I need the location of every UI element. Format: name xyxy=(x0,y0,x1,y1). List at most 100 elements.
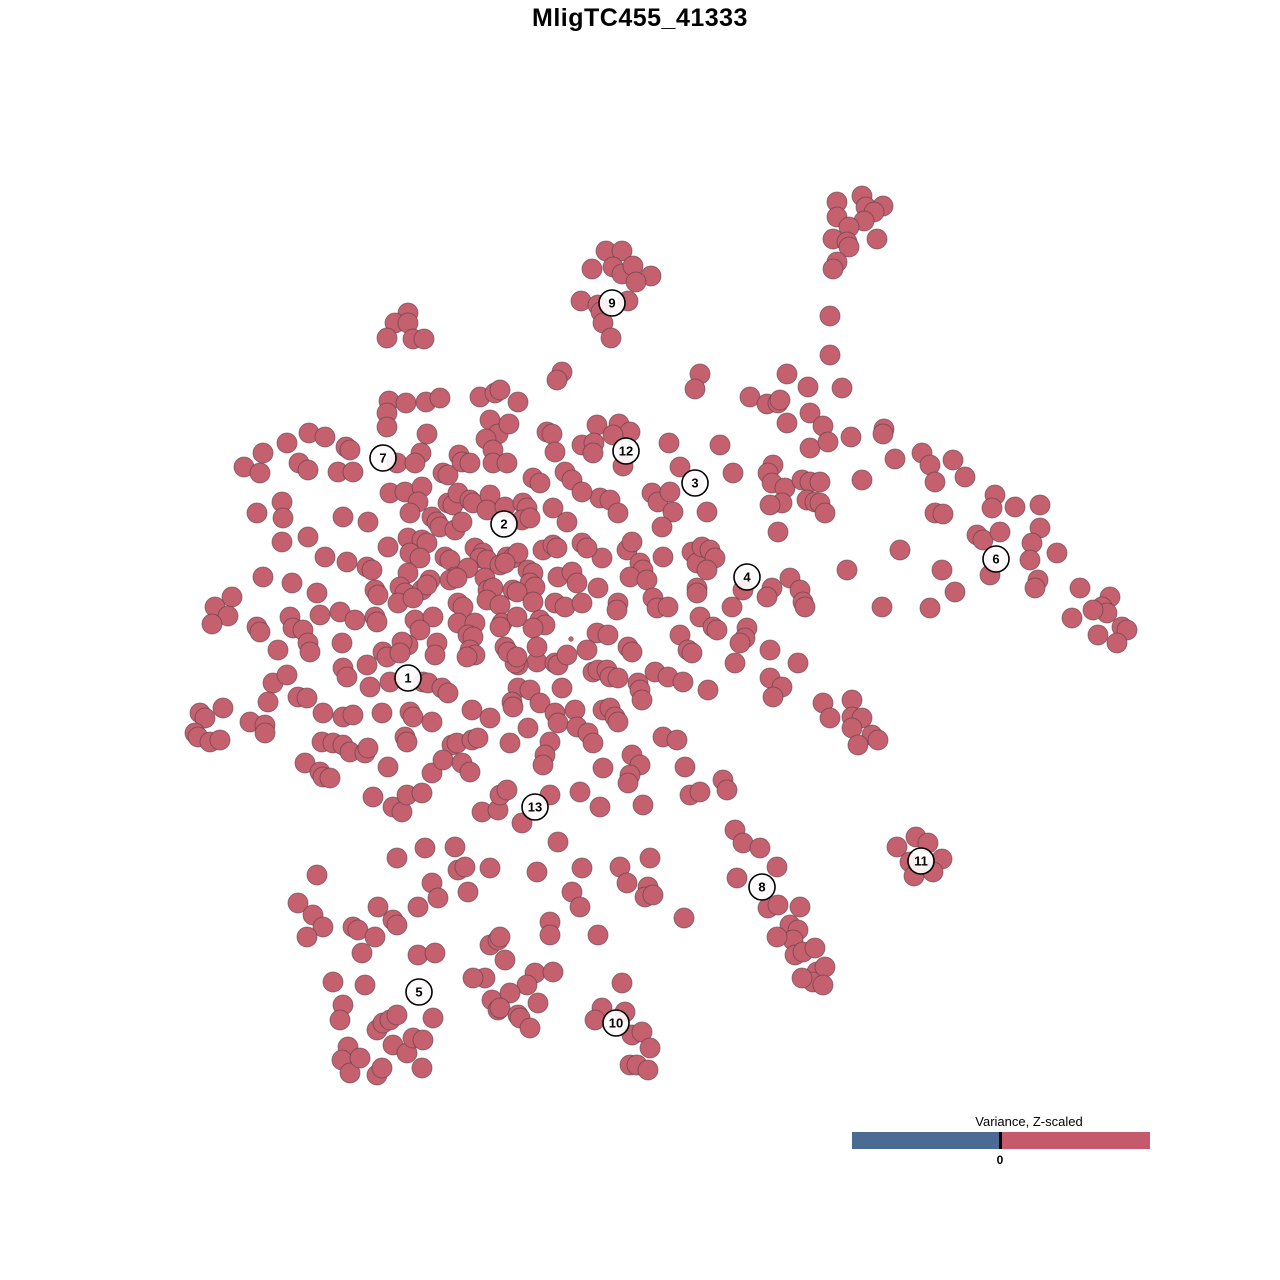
data-point xyxy=(639,1037,661,1059)
data-point xyxy=(840,426,862,448)
cluster-badge-circle xyxy=(681,469,709,497)
cluster-badge-number: 3 xyxy=(691,476,698,491)
data-point xyxy=(296,926,318,948)
data-point xyxy=(547,712,569,734)
cluster-badge-number: 11 xyxy=(914,854,928,869)
data-point xyxy=(662,501,684,523)
data-point xyxy=(522,591,544,613)
data-point xyxy=(716,779,738,801)
data-point xyxy=(571,592,593,614)
data-point xyxy=(886,836,908,858)
data-point xyxy=(336,551,358,573)
data-point xyxy=(496,452,518,474)
data-point xyxy=(1106,632,1128,654)
data-point xyxy=(706,619,728,641)
data-point xyxy=(597,624,619,646)
data-point xyxy=(686,582,708,604)
data-point xyxy=(314,426,336,448)
data-point xyxy=(919,597,941,619)
data-point xyxy=(867,729,889,751)
cluster-label: 3 xyxy=(681,469,709,497)
data-point xyxy=(787,652,809,674)
cluster-badge-number: 10 xyxy=(609,1016,623,1031)
data-point xyxy=(756,586,778,608)
data-point xyxy=(386,1004,408,1026)
data-point xyxy=(726,867,748,889)
data-point xyxy=(847,734,869,756)
data-point xyxy=(424,644,446,666)
data-point xyxy=(407,896,429,918)
data-point xyxy=(526,636,548,658)
data-point xyxy=(479,857,501,879)
data-point xyxy=(606,599,628,621)
cluster-label: 2 xyxy=(490,510,518,538)
data-point xyxy=(658,432,680,454)
cluster-label: 6 xyxy=(982,545,1010,573)
data-point xyxy=(357,511,379,533)
data-point xyxy=(672,671,694,693)
data-point xyxy=(657,596,679,618)
data-point xyxy=(831,377,853,399)
data-point xyxy=(576,537,598,559)
data-point xyxy=(546,537,568,559)
data-point xyxy=(809,471,831,493)
data-point xyxy=(838,236,860,258)
data-point xyxy=(616,872,638,894)
data-point xyxy=(276,664,298,686)
data-point xyxy=(329,1009,351,1031)
data-point xyxy=(1061,607,1083,629)
data-point xyxy=(517,717,539,739)
data-point xyxy=(395,392,417,414)
data-point xyxy=(729,632,751,654)
data-point xyxy=(884,448,906,470)
data-point xyxy=(547,831,569,853)
data-point xyxy=(817,431,839,453)
data-point xyxy=(546,369,568,391)
data-point xyxy=(502,696,524,718)
data-point xyxy=(489,997,511,1019)
data-point xyxy=(344,609,366,631)
data-point xyxy=(582,442,604,464)
cluster-label: 9 xyxy=(598,289,626,317)
data-point xyxy=(814,956,836,978)
data-point xyxy=(444,836,466,858)
data-point xyxy=(611,972,633,994)
data-point xyxy=(414,837,436,859)
data-point xyxy=(721,596,743,618)
data-point xyxy=(429,387,451,409)
cluster-badge-circle xyxy=(405,978,433,1006)
data-point xyxy=(759,494,781,516)
data-point xyxy=(607,667,629,689)
data-point xyxy=(889,539,911,561)
data-point xyxy=(267,639,289,661)
data-point xyxy=(339,439,361,461)
data-point xyxy=(642,884,664,906)
data-point xyxy=(571,857,593,879)
data-point xyxy=(822,258,844,280)
data-point xyxy=(249,462,271,484)
data-point xyxy=(527,992,549,1014)
data-point xyxy=(331,632,353,654)
data-point xyxy=(386,914,408,936)
data-point xyxy=(576,639,598,661)
data-point xyxy=(981,497,1003,519)
data-point xyxy=(812,974,834,996)
data-point xyxy=(932,503,954,525)
data-point xyxy=(499,732,521,754)
data-point xyxy=(836,559,858,581)
data-point xyxy=(296,687,318,709)
cluster-badge-circle xyxy=(394,664,422,692)
data-point xyxy=(254,722,276,744)
data-point xyxy=(799,402,821,424)
data-point xyxy=(361,559,383,581)
data-point xyxy=(689,781,711,803)
data-point xyxy=(587,924,609,946)
data-point xyxy=(249,621,271,643)
data-point xyxy=(776,363,798,385)
cluster-badge-number: 5 xyxy=(415,985,422,1000)
data-point xyxy=(556,511,578,533)
data-point xyxy=(799,437,821,459)
data-point xyxy=(446,567,468,589)
cluster-badge-number: 7 xyxy=(379,451,386,466)
